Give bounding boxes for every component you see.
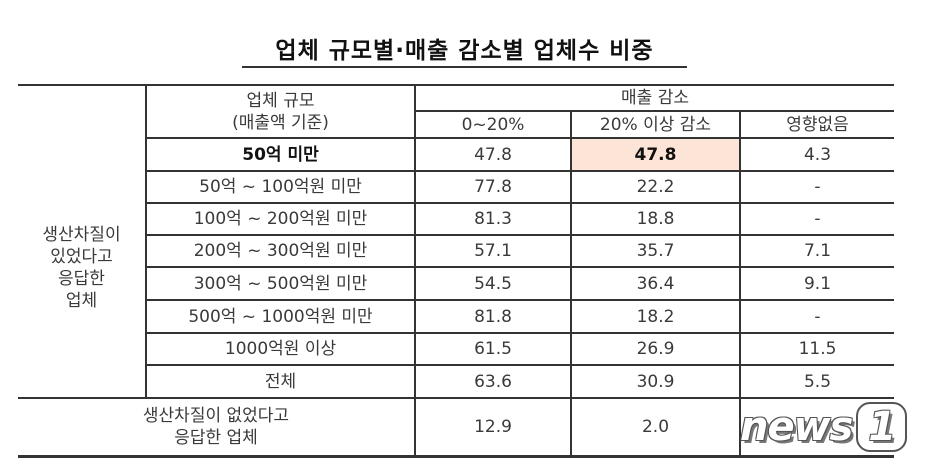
- row-label: 50억 ~ 100억원 미만: [199, 177, 362, 197]
- row-label: 50억 미만: [242, 144, 319, 165]
- header-col-no-effect: 영향없음: [786, 114, 849, 135]
- table-cell: 11.5: [798, 339, 837, 359]
- table-bottom-border: [18, 455, 894, 458]
- group-label-line: 응답한: [58, 269, 105, 289]
- header-col-20plus: 20% 이상 감소: [599, 114, 712, 135]
- footer-label-line: 응답한 업체: [174, 428, 258, 448]
- table-cell: 54.5: [474, 273, 512, 294]
- row-divider: [145, 234, 894, 236]
- footer-row-label: 생산차질이 없었다고 응답한 업체: [18, 399, 414, 455]
- group-label-line: 생산차질이: [42, 225, 121, 245]
- row-divider: [145, 266, 894, 268]
- footer-label-line: 생산차질이 없었다고: [142, 406, 290, 426]
- header-size-line1: 업체 규모: [246, 90, 315, 111]
- table-cell: 30.9: [636, 371, 675, 392]
- table-cell: 63.6: [474, 371, 512, 392]
- row-divider: [145, 299, 894, 301]
- row-divider: [145, 137, 894, 139]
- watermark-number: 1: [856, 402, 908, 452]
- row-label: 500억 ~ 1000억원 미만: [188, 306, 373, 327]
- row-label: 300억 ~ 500억원 미만: [193, 273, 368, 294]
- col-divider: [570, 110, 572, 457]
- row-divider: [145, 202, 894, 204]
- table-cell: -: [814, 306, 821, 327]
- row-label: 100억 ~ 200억원 미만: [193, 209, 368, 229]
- row-label-total: 전체: [264, 371, 297, 392]
- table-cell: 81.3: [474, 209, 512, 229]
- table-cell: 57.1: [474, 241, 512, 261]
- news1-watermark-logo: news 1: [740, 402, 908, 452]
- table-cell: -: [814, 209, 821, 229]
- header-divider: [414, 110, 894, 112]
- group-label-line: 있었다고: [50, 247, 113, 267]
- table-cell: 18.8: [636, 209, 675, 229]
- table-cell: 81.8: [474, 306, 512, 327]
- table-cell: 9.1: [803, 273, 832, 294]
- table-cell: 77.8: [474, 177, 512, 197]
- table-cell: 12.9: [474, 417, 512, 437]
- header-size-line2: (매출액 기준): [232, 112, 329, 133]
- row-divider: [145, 332, 894, 334]
- row-divider: [145, 364, 894, 366]
- table-cell: 5.5: [803, 371, 832, 392]
- table-title: 업체 규모별·매출 감소별 업체수 비중: [242, 36, 687, 68]
- table-cell: -: [814, 177, 821, 197]
- header-col-0-20: 0~20%: [461, 114, 525, 135]
- row-label: 1000억원 이상: [224, 339, 337, 359]
- table-cell: 18.2: [636, 306, 675, 327]
- table-cell: 61.5: [474, 339, 512, 359]
- col-divider: [414, 84, 416, 457]
- header-size-col: 업체 규모 (매출액 기준): [147, 86, 414, 137]
- table-cell: 26.9: [636, 339, 675, 359]
- group-divider: [18, 397, 894, 399]
- table-cell: 2.0: [641, 417, 670, 437]
- table-cell: 4.3: [803, 144, 832, 165]
- header-group: 매출 감소: [621, 88, 689, 108]
- table-cell: 47.8: [474, 144, 512, 165]
- col-divider: [739, 110, 741, 457]
- table-cell: 35.7: [636, 241, 675, 261]
- highlighted-cell: 47.8: [572, 139, 739, 170]
- group-label-affected: 생산차질이 있었다고 응답한 업체: [18, 139, 145, 397]
- watermark-text: news: [740, 404, 853, 450]
- row-label: 200억 ~ 300억원 미만: [193, 241, 368, 261]
- table-cell: 7.1: [803, 241, 832, 261]
- row-divider: [145, 170, 894, 172]
- table-cell: 36.4: [636, 273, 675, 294]
- table-top-border: [18, 84, 894, 86]
- table-cell: 22.2: [636, 177, 675, 197]
- group-label-line: 업체: [65, 291, 98, 311]
- col-divider: [145, 84, 147, 398]
